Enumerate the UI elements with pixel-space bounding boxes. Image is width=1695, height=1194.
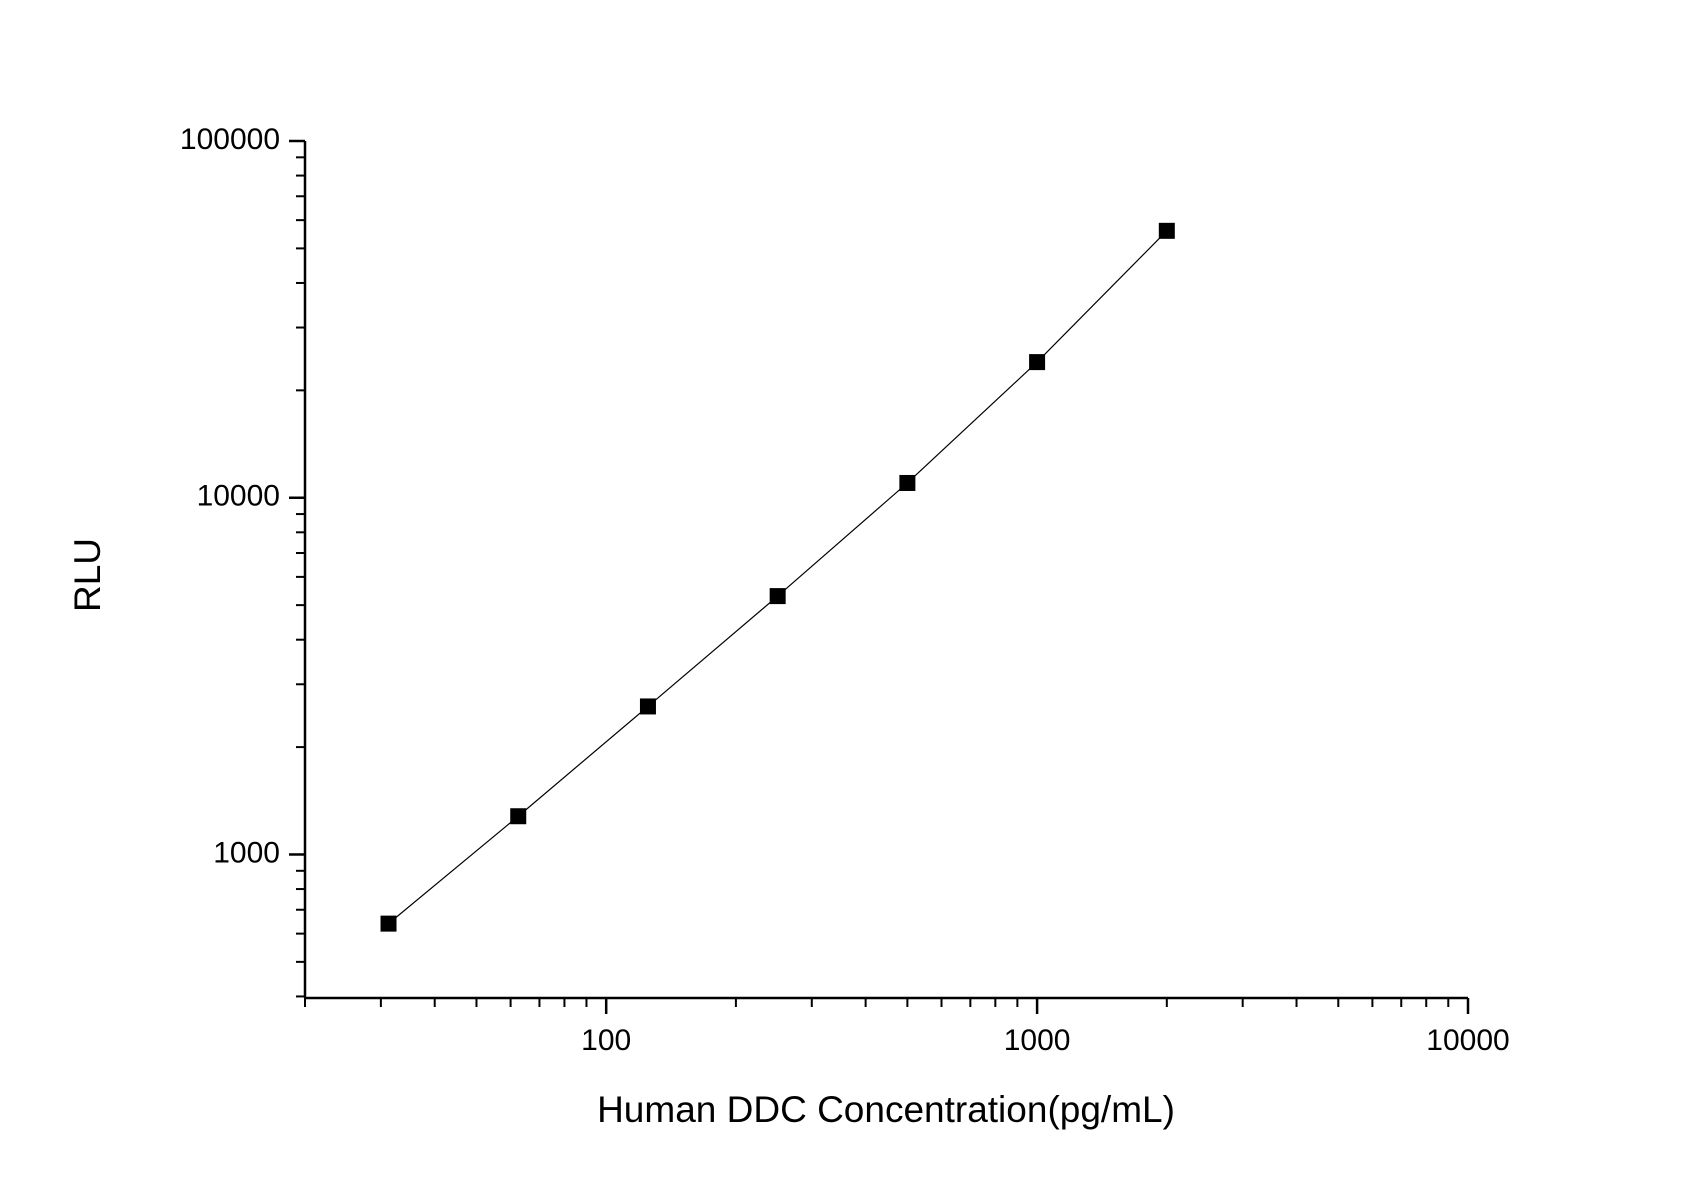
x-tick-label: 1000 — [1004, 1024, 1071, 1057]
y-axis-title: RLU — [67, 538, 108, 612]
marker — [1158, 222, 1175, 239]
y-tick-label: 10000 — [197, 480, 280, 513]
marker — [510, 808, 527, 825]
marker — [769, 588, 786, 605]
y-tick-label: 100000 — [180, 123, 280, 156]
marker — [1029, 354, 1046, 371]
x-tick-label: 10000 — [1426, 1024, 1509, 1057]
marker — [899, 474, 916, 491]
marker — [380, 915, 397, 932]
marker — [639, 698, 656, 715]
x-axis-title: Human DDC Concentration(pg/mL) — [597, 1089, 1175, 1130]
y-tick-label: 1000 — [213, 836, 280, 869]
fit-line — [388, 230, 1168, 925]
x-tick-label: 100 — [581, 1024, 631, 1057]
